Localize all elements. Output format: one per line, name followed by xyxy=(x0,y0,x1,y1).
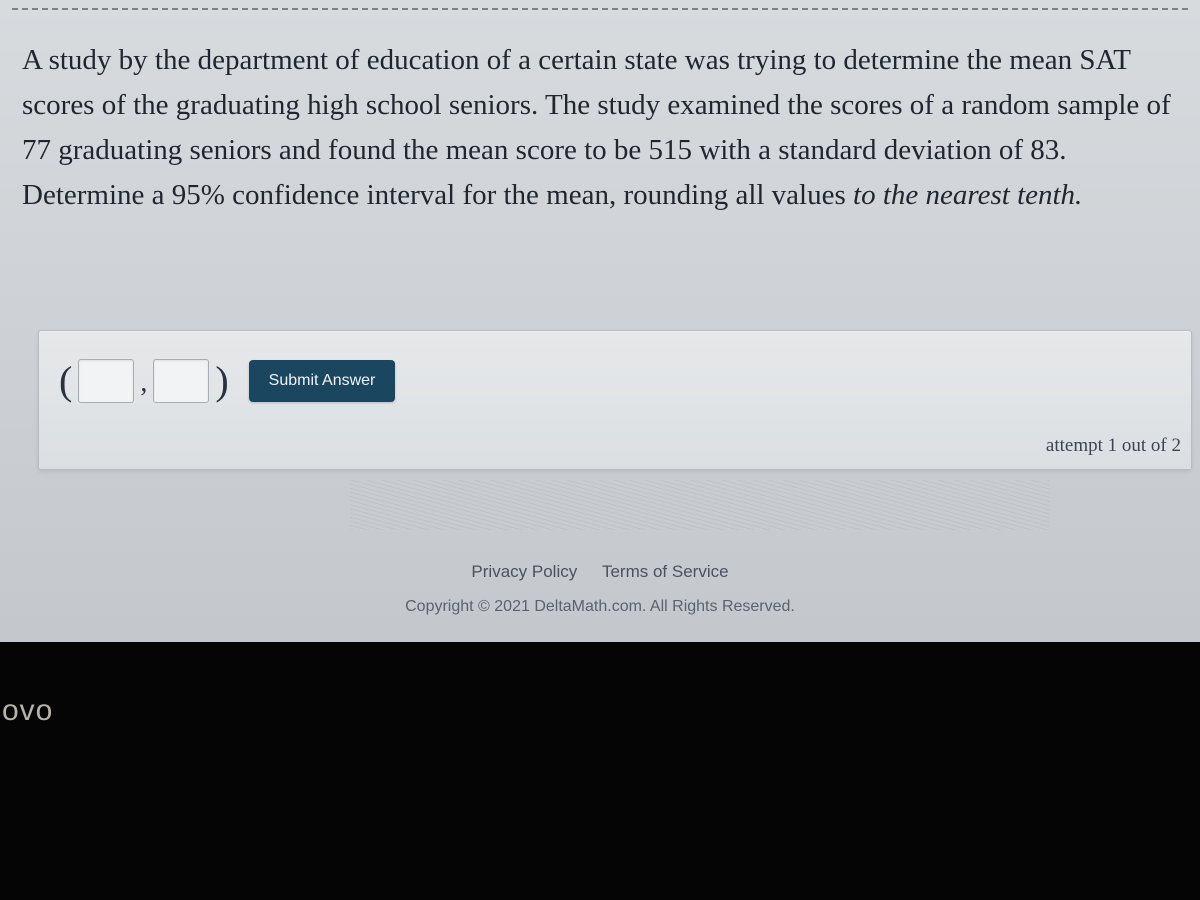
screen-moire-artifact xyxy=(350,480,1050,530)
copyright-text: Copyright © 2021 DeltaMath.com. All Righ… xyxy=(0,598,1200,616)
privacy-policy-link[interactable]: Privacy Policy xyxy=(471,562,577,581)
attempt-counter: attempt 1 out of 2 xyxy=(1046,435,1181,457)
ovo-partial-text: ovo xyxy=(2,694,53,728)
answer-row: ( , ) Submit Answer xyxy=(39,331,1191,403)
answer-panel: ( , ) Submit Answer attempt 1 out of 2 xyxy=(38,330,1192,470)
screen-area: A study by the department of education o… xyxy=(0,0,1200,700)
monitor-bezel xyxy=(0,642,1200,900)
upper-bound-input[interactable] xyxy=(153,359,209,403)
footer-links: Privacy Policy Terms of Service xyxy=(0,562,1200,582)
interval-comma: , xyxy=(140,367,147,403)
submit-answer-button[interactable]: Submit Answer xyxy=(249,360,396,402)
terms-of-service-link[interactable]: Terms of Service xyxy=(602,562,729,581)
close-paren: ) xyxy=(215,361,228,401)
lower-bound-input[interactable] xyxy=(78,359,134,403)
question-text: A study by the department of education o… xyxy=(0,0,1200,218)
open-paren: ( xyxy=(59,361,72,401)
question-italic: to the nearest tenth. xyxy=(853,179,1082,211)
top-dashed-divider xyxy=(12,8,1188,10)
